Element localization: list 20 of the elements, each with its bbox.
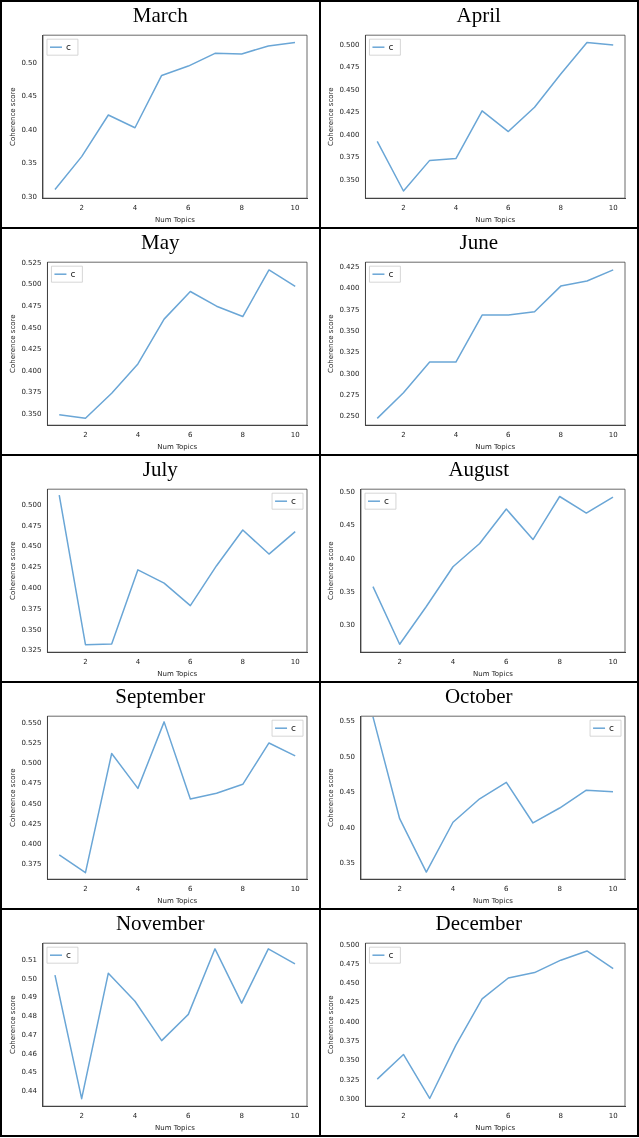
chart-title: October [443, 683, 514, 709]
legend-label: c [388, 949, 394, 960]
chart-title: June [458, 229, 499, 255]
chart-title: April [455, 2, 502, 28]
chart-title: November [114, 910, 206, 936]
legend-label: c [609, 722, 615, 733]
legend-label: c [388, 268, 394, 279]
chart-title: December [434, 910, 523, 936]
legend-label: c [290, 722, 296, 733]
chart-title: August [447, 456, 511, 482]
legend-label: c [384, 495, 390, 506]
chart-title: September [114, 683, 207, 709]
chart-title: July [141, 456, 179, 482]
legend-label: c [70, 268, 76, 279]
legend-label: c [290, 495, 296, 506]
chart-title: March [131, 2, 189, 28]
legend-label: c [65, 41, 71, 52]
chart-title: May [140, 229, 181, 255]
legend-label: c [65, 949, 71, 960]
legend-label: c [388, 41, 394, 52]
